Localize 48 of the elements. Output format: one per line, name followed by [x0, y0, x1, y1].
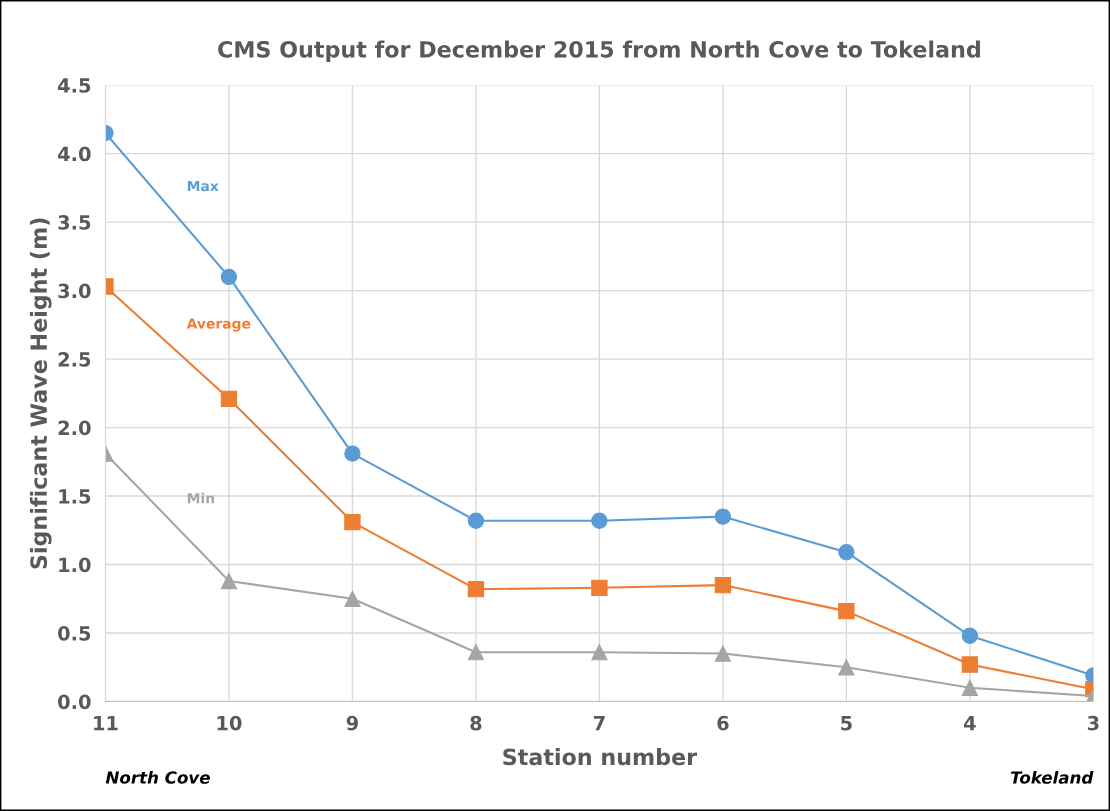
- point: [961, 656, 979, 673]
- point: [467, 512, 485, 529]
- series-label: Max: [187, 180, 219, 192]
- y-tick-label: 3.0: [58, 283, 91, 299]
- series-label: Min: [187, 492, 215, 504]
- point: [467, 644, 485, 661]
- x-tick-label: 5: [841, 716, 852, 731]
- y-tick-label: 4.5: [57, 78, 91, 93]
- x-tick-label: 7: [593, 716, 605, 731]
- point: [344, 590, 361, 607]
- point: [838, 602, 855, 620]
- y-tick-label: 3.5: [58, 215, 91, 230]
- point: [714, 576, 732, 594]
- point: [961, 627, 979, 644]
- x-tick-label: 10: [217, 715, 242, 731]
- point: [467, 581, 485, 598]
- x-tick-label: 9: [346, 715, 358, 731]
- chart-title: CMS Output for December 2015 from North Cove to Tokeland: [218, 40, 980, 62]
- x-tick-label: 4: [963, 716, 976, 731]
- x-tick-label: 8: [470, 715, 482, 731]
- y-tick-label: 1.5: [59, 489, 91, 504]
- x-axis-title: Station number: [503, 748, 698, 766]
- point: [591, 644, 608, 661]
- y-tick-label: 0.0: [58, 694, 91, 710]
- y-tick-label: 0.5: [58, 625, 91, 641]
- point: [220, 268, 238, 286]
- y-axis-title: Significant Wave Height (m): [29, 218, 52, 569]
- point: [838, 544, 855, 561]
- point: [714, 645, 732, 662]
- point: [220, 572, 238, 590]
- y-tick-label: 2.5: [58, 352, 91, 367]
- x-tick-label: 6: [717, 715, 729, 731]
- text: Tokeland: [1010, 770, 1094, 784]
- y-tick-label: 4.0: [57, 146, 91, 162]
- y-tick-label: 1.0: [59, 557, 91, 573]
- x-tick-label: 11: [94, 716, 118, 731]
- point: [714, 508, 732, 525]
- point: [838, 659, 855, 676]
- point: [220, 390, 238, 407]
- x-tick-label: 3: [1087, 715, 1099, 731]
- series-label: Average: [186, 318, 251, 332]
- point: [591, 512, 608, 529]
- y-tick-label: 2.0: [58, 420, 91, 436]
- point: [961, 679, 979, 696]
- point: [344, 445, 361, 462]
- text: North Cove: [105, 770, 210, 784]
- point: [344, 513, 361, 531]
- point: [591, 579, 608, 596]
